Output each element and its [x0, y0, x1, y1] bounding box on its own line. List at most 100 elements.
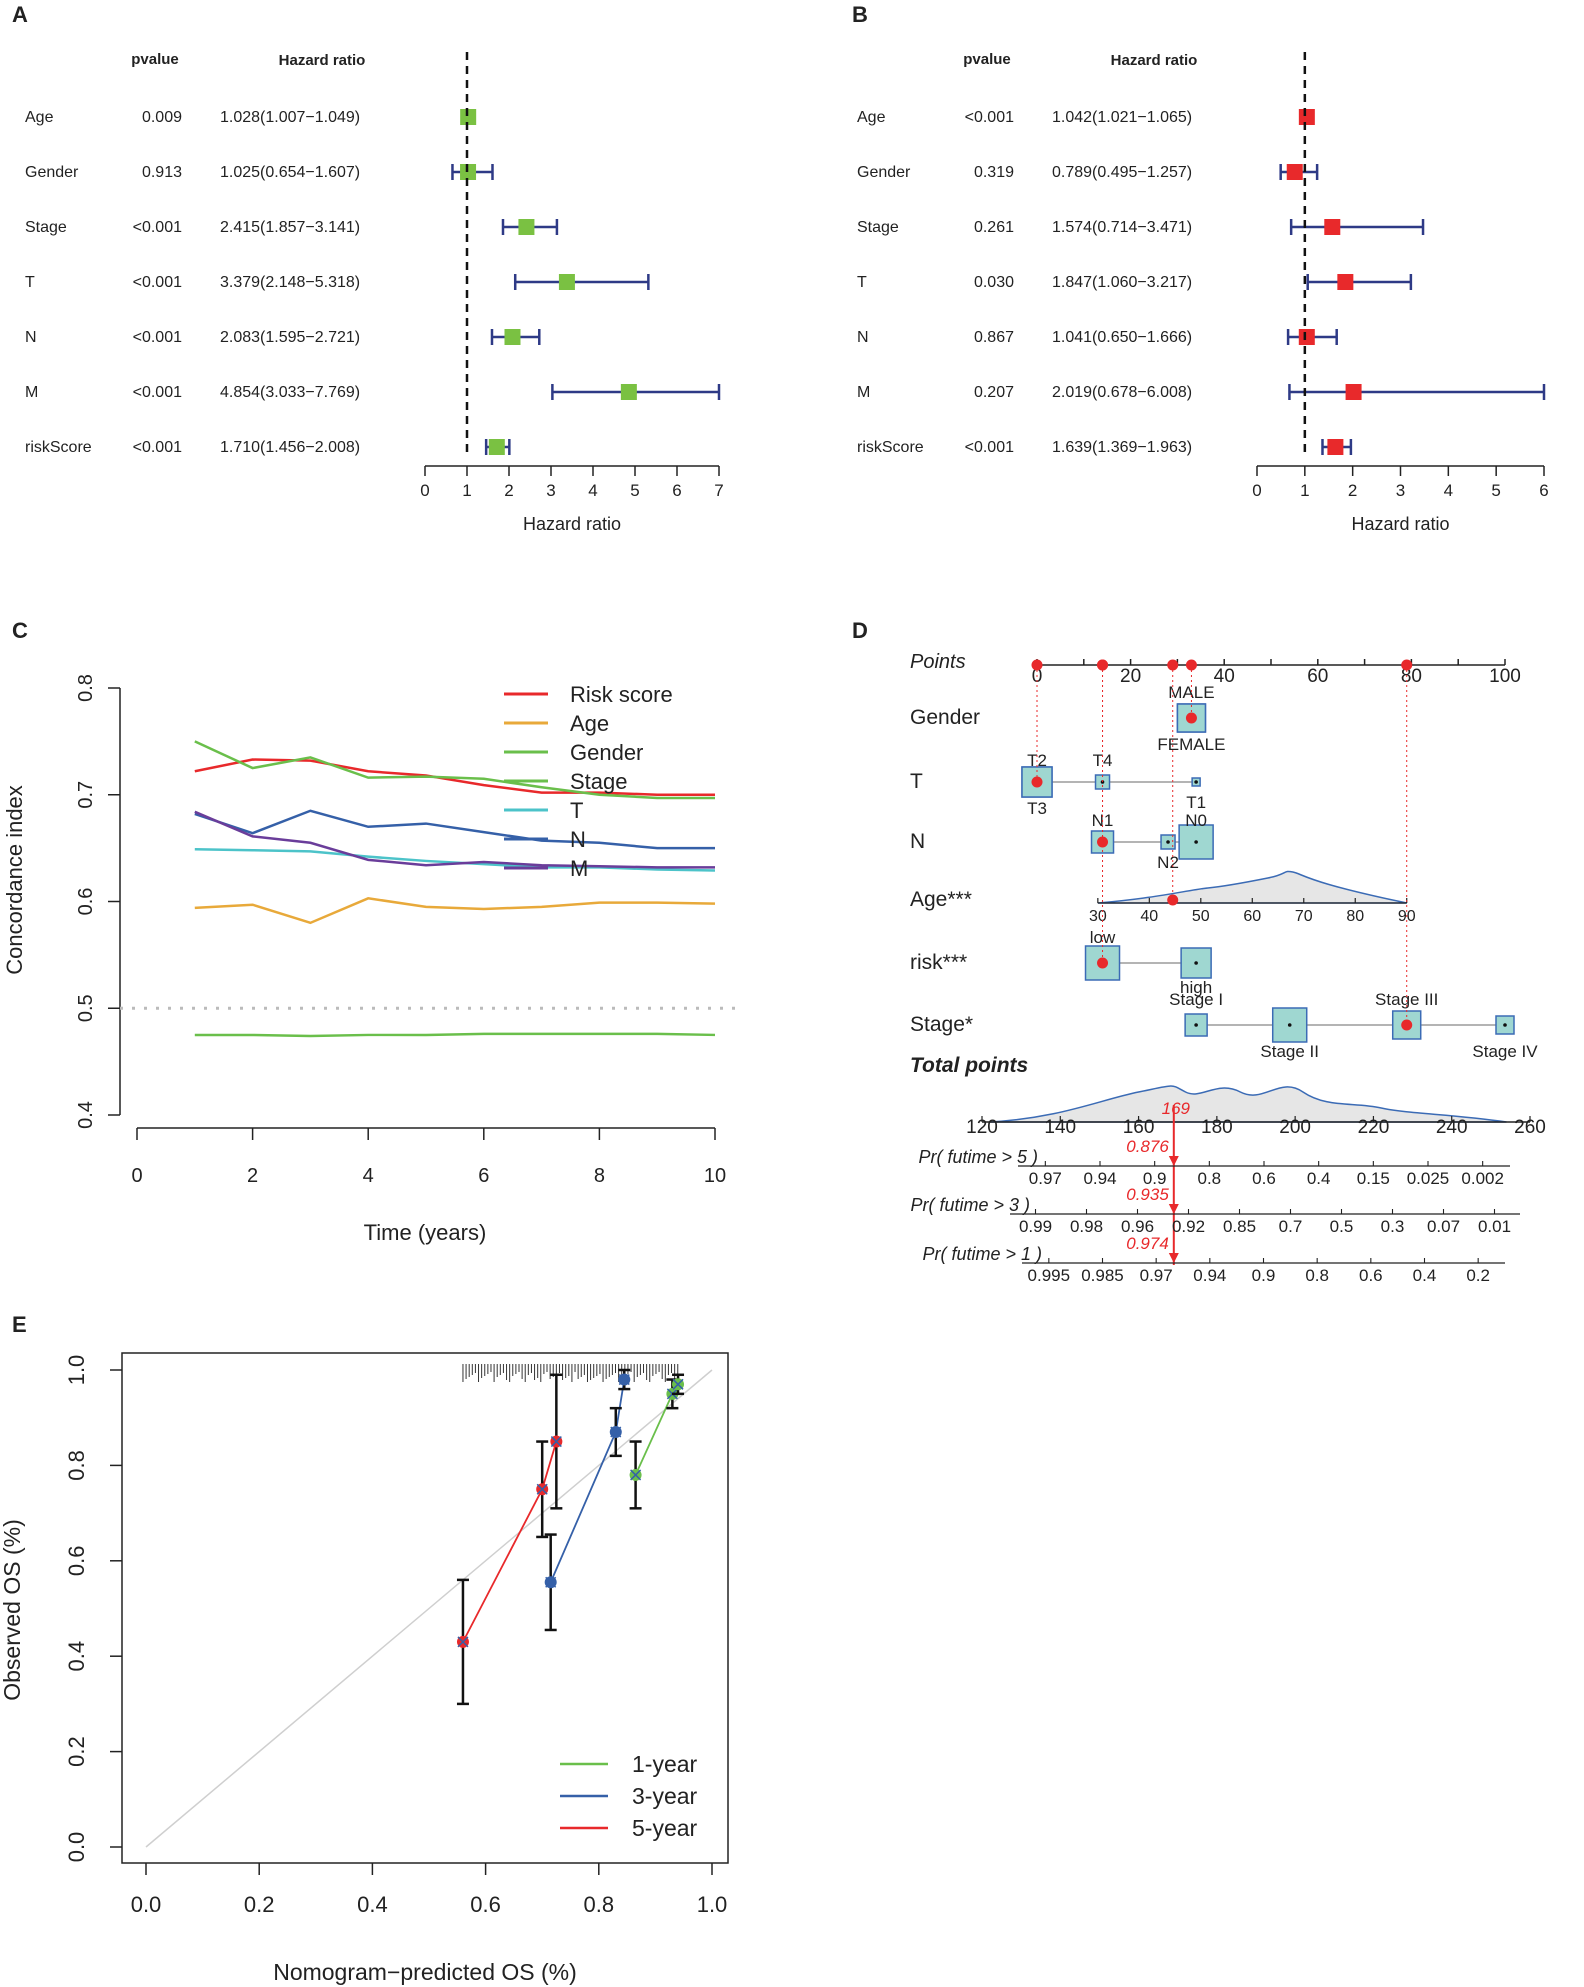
forest-a-row-label: Age	[25, 109, 54, 126]
nomo-total-tick-label: 140	[1044, 1117, 1076, 1138]
chart-e-point-cross	[630, 1469, 642, 1481]
nomo-level-center	[1194, 780, 1198, 784]
nomo-age-tick-label: 80	[1346, 908, 1364, 925]
forest-a-hr-header: Hazard ratio	[279, 52, 366, 69]
forest-b-point	[1345, 384, 1362, 400]
chart-e-legend-label: 1-year	[632, 1751, 698, 1777]
forest-b-row-hr: 1.041(0.650−1.666)	[1052, 329, 1192, 346]
chart-c-x-tick-label: 8	[594, 1165, 605, 1187]
chart-c-legend-label: T	[570, 798, 583, 823]
nomo-prob-tick-label: 0.8	[1198, 1169, 1222, 1188]
forest-a-x-tick-label: 3	[546, 481, 555, 500]
chart-e-point-cross	[550, 1436, 562, 1448]
nomo-prob-tick-label: 0.8	[1305, 1266, 1329, 1285]
forest-b-row-label: Gender	[857, 164, 911, 181]
forest-b-x-tick-label: 4	[1444, 481, 1453, 500]
nomo-selected-dot	[1401, 1019, 1413, 1031]
forest-a-point	[460, 109, 477, 125]
forest-b-row-label: M	[857, 384, 870, 401]
nomo-prob-tick-label: 0.07	[1427, 1217, 1460, 1236]
nomo-level-label: N2	[1157, 853, 1179, 872]
nomo-prob-tick-label: 0.94	[1083, 1169, 1116, 1188]
nomo-prob-tick-label: 0.3	[1381, 1217, 1405, 1236]
chart-c-x-tick-label: 0	[131, 1165, 142, 1187]
forest-a-x-tick-label: 2	[504, 481, 513, 500]
forest-a-row-pvalue: 0.009	[142, 109, 182, 126]
forest-b-point	[1286, 164, 1303, 180]
forest-b-row-hr: 0.789(0.495−1.257)	[1052, 164, 1192, 181]
forest-b-point	[1298, 329, 1315, 345]
chart-c-series-line	[194, 809, 715, 850]
forest-b-row-label: riskScore	[857, 439, 924, 456]
forest-a-row-hr: 2.083(1.595−2.721)	[220, 329, 360, 346]
forest-a-x-tick-label: 5	[630, 481, 639, 500]
forest-a-row-hr: 3.379(2.148−5.318)	[220, 274, 360, 291]
nomo-total-tick-label: 220	[1358, 1117, 1390, 1138]
nomo-total-tick-label: 200	[1279, 1117, 1311, 1138]
chart-e-x-tick-label: 0.2	[244, 1892, 275, 1917]
nomo-prob-tick-label: 0.92	[1172, 1217, 1205, 1236]
chart-c-legend-label: M	[570, 856, 588, 881]
nomo-level-label: MALE	[1168, 683, 1214, 702]
nomo-age-tick-label: 30	[1089, 908, 1107, 925]
nomo-points-tick-label: 80	[1401, 666, 1422, 687]
nomo-prob-tick-label: 0.15	[1357, 1169, 1390, 1188]
nomo-prob-tick-label: 0.96	[1121, 1217, 1154, 1236]
nomo-prob-label: Pr( futime > 5 )	[918, 1147, 1038, 1167]
nomo-total-density	[989, 1085, 1507, 1123]
chart-c-legend-label: Stage	[570, 769, 628, 794]
chart-c-x-label: Time (years)	[364, 1220, 487, 1245]
nomo-total-value: 169	[1162, 1099, 1191, 1118]
nomo-prob-tick-label: 0.97	[1140, 1266, 1173, 1285]
nomo-prob-tick-label: 0.4	[1307, 1169, 1331, 1188]
nomo-prob-arrow	[1168, 1156, 1179, 1166]
forest-a-pvalue-header: pvalue	[131, 51, 179, 68]
nomo-level-label: Stage III	[1375, 990, 1438, 1009]
nomo-total-tick-label: 160	[1123, 1117, 1155, 1138]
nomo-var-label: Age***	[910, 888, 972, 911]
nomo-prob-tick-label: 0.4	[1413, 1266, 1437, 1285]
forest-b-row-hr: 1.639(1.369−1.963)	[1052, 439, 1192, 456]
forest-a-row-hr: 1.028(1.007−1.049)	[220, 109, 360, 126]
forest-a-row-label: riskScore	[25, 439, 92, 456]
chart-e-point-cross	[610, 1426, 622, 1438]
nomo-level-label: low	[1090, 928, 1116, 947]
forest-a-x-label: Hazard ratio	[523, 514, 621, 534]
nomo-points-tick-label: 100	[1489, 666, 1521, 687]
chart-e-point-cross	[457, 1636, 469, 1648]
nomo-prob-tick-label: 0.2	[1466, 1266, 1490, 1285]
chart-e-point-cross	[618, 1374, 630, 1386]
chart-e-point-cross	[672, 1378, 684, 1390]
nomo-level-center	[1194, 961, 1198, 965]
forest-b-x-tick-label: 6	[1539, 481, 1548, 500]
nomo-prob-arrow	[1168, 1253, 1179, 1263]
nomo-level-center	[1503, 1023, 1507, 1027]
panel-letter-d: D	[852, 618, 868, 643]
nomo-level-label: Stage I	[1169, 990, 1223, 1009]
nomo-points-dot	[1401, 659, 1413, 671]
forest-a-point	[558, 274, 575, 290]
nomo-prob-tick-label: 0.9	[1252, 1266, 1276, 1285]
forest-a-row-pvalue: <0.001	[133, 384, 182, 401]
nomo-prob-tick-label: 0.85	[1223, 1217, 1256, 1236]
chart-c-series-line	[194, 1032, 716, 1038]
forest-b-row-label: N	[857, 329, 869, 346]
chart-e-x-tick-label: 0.8	[584, 1892, 615, 1917]
nomo-prob-tick-label: 0.7	[1279, 1217, 1303, 1236]
chart-e-y-tick-label: 0.8	[64, 1450, 89, 1481]
chart-c-legend-label: N	[570, 827, 586, 852]
nomo-total-label: Total points	[910, 1054, 1028, 1077]
forest-b-row-label: Age	[857, 109, 886, 126]
nomo-points-dot	[1167, 659, 1179, 671]
chart-e-y-tick-label: 0.0	[64, 1832, 89, 1863]
nomo-level-label: FEMALE	[1157, 735, 1225, 754]
chart-c-x-tick-label: 10	[704, 1165, 726, 1187]
chart-e-x-tick-label: 1.0	[697, 1892, 728, 1917]
chart-e-x-label: Nomogram−predicted OS (%)	[273, 1959, 577, 1985]
nomo-level-label: T1	[1186, 793, 1206, 812]
nomo-selected-dot	[1167, 894, 1179, 906]
nomo-points-tick-label: 60	[1307, 666, 1328, 687]
forest-a-row-hr: 1.710(1.456−2.008)	[220, 439, 360, 456]
chart-c-x-tick-label: 2	[247, 1165, 258, 1187]
